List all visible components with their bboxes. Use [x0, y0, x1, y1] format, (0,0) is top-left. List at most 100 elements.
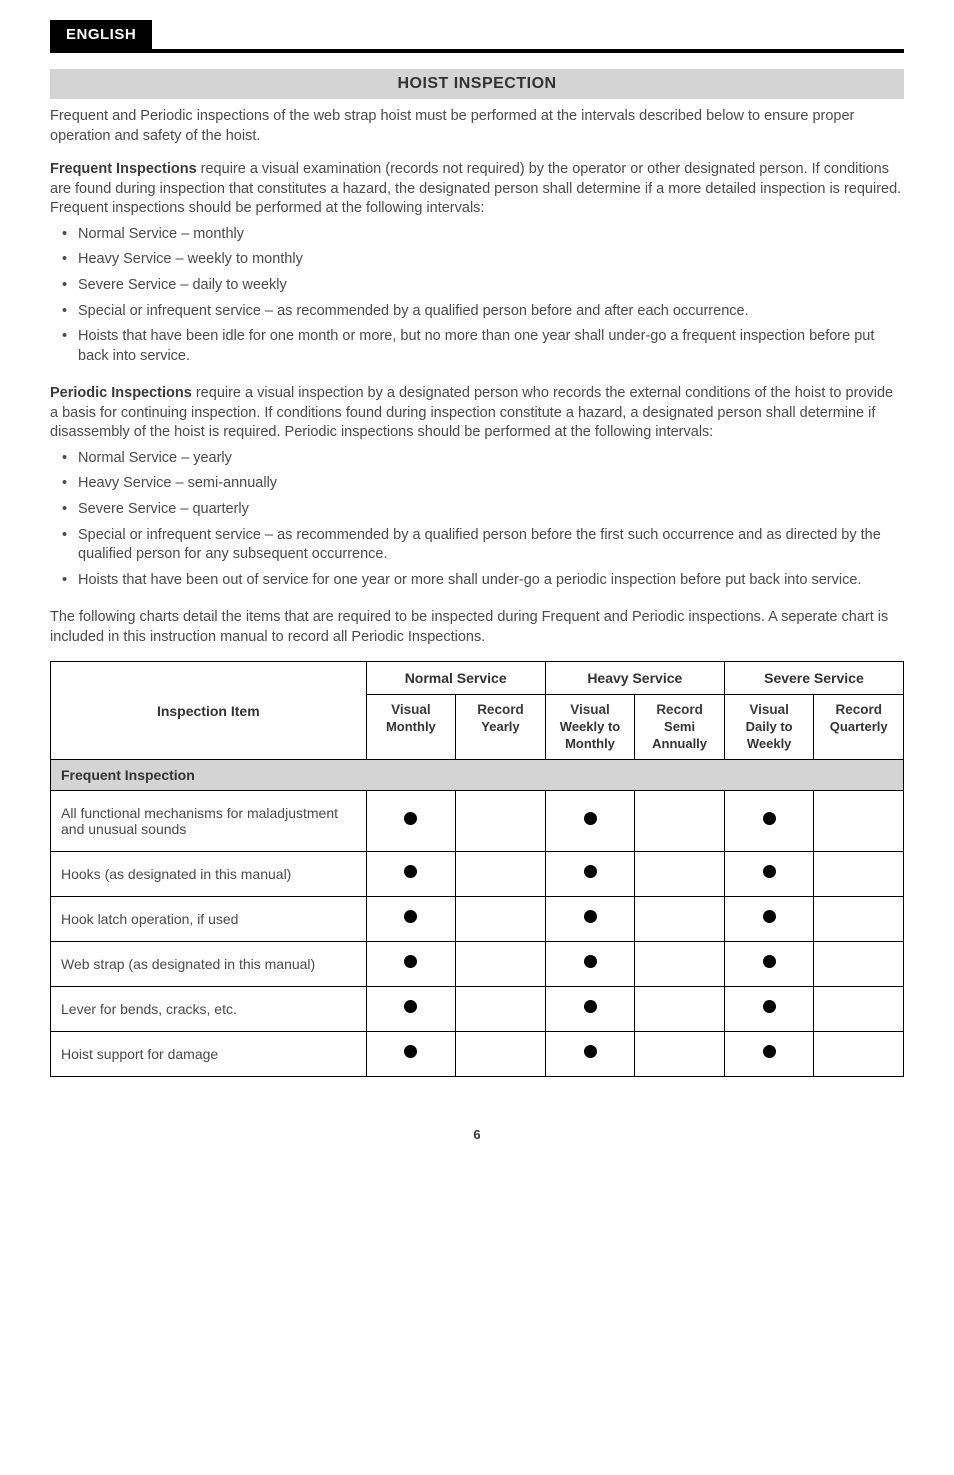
dot-cell — [635, 791, 725, 852]
dot-cell — [545, 1032, 635, 1077]
table-row: Hooks (as designated in this manual) — [51, 852, 904, 897]
dot-icon — [763, 812, 776, 825]
dot-icon — [584, 955, 597, 968]
list-item: Heavy Service – semi-annually — [62, 474, 904, 494]
dot-icon — [584, 1045, 597, 1058]
dot-icon — [404, 865, 417, 878]
dot-icon — [404, 1000, 417, 1013]
dot-icon — [584, 865, 597, 878]
dot-cell — [545, 897, 635, 942]
sub-header: VisualDaily to Weekly — [724, 695, 814, 760]
dot-icon — [763, 955, 776, 968]
dot-icon — [404, 910, 417, 923]
inspection-item-cell: Hooks (as designated in this manual) — [51, 852, 367, 897]
col-heavy-service: Heavy Service — [545, 662, 724, 695]
dot-cell — [366, 897, 456, 942]
dot-cell — [545, 852, 635, 897]
dot-cell — [545, 942, 635, 987]
inspection-item-cell: All functional mechanisms for maladjustm… — [51, 791, 367, 852]
frequent-lead-bold: Frequent Inspections — [50, 161, 197, 177]
sub-header: RecordQuarterly — [814, 695, 904, 760]
table-row: Hook latch operation, if used — [51, 897, 904, 942]
list-item: Hoists that have been idle for one month… — [62, 327, 904, 366]
dot-cell — [545, 987, 635, 1032]
dot-icon — [404, 812, 417, 825]
dot-cell — [456, 897, 546, 942]
list-item: Special or infrequent service – as recom… — [62, 302, 904, 322]
inspection-item-cell: Hoist support for damage — [51, 1032, 367, 1077]
list-item: Normal Service – yearly — [62, 449, 904, 469]
dot-cell — [814, 897, 904, 942]
dot-cell — [366, 791, 456, 852]
dot-cell — [456, 987, 546, 1032]
dot-cell — [366, 987, 456, 1032]
table-row: Lever for bends, cracks, etc. — [51, 987, 904, 1032]
dot-cell — [635, 852, 725, 897]
dot-cell — [814, 942, 904, 987]
dot-icon — [584, 812, 597, 825]
dot-cell — [456, 791, 546, 852]
dot-cell — [724, 791, 814, 852]
intro-paragraph: Frequent and Periodic inspections of the… — [50, 107, 904, 146]
table-row: Hoist support for damage — [51, 1032, 904, 1077]
inspection-item-cell: Web strap (as designated in this manual) — [51, 942, 367, 987]
dot-cell — [366, 942, 456, 987]
dot-cell — [724, 987, 814, 1032]
dot-cell — [635, 987, 725, 1032]
page-number: 6 — [50, 1127, 904, 1142]
periodic-lead: Periodic Inspections require a visual in… — [50, 384, 904, 443]
inspection-item-cell: Lever for bends, cracks, etc. — [51, 987, 367, 1032]
section-title: HOIST INSPECTION — [50, 69, 904, 99]
list-item: Severe Service – daily to weekly — [62, 276, 904, 296]
dot-icon — [763, 1045, 776, 1058]
inspection-item-cell: Hook latch operation, if used — [51, 897, 367, 942]
dot-cell — [814, 1032, 904, 1077]
dot-cell — [545, 791, 635, 852]
dot-icon — [404, 1045, 417, 1058]
dot-cell — [456, 1032, 546, 1077]
inspection-table: Inspection Item Normal Service Heavy Ser… — [50, 661, 904, 1077]
list-item: Severe Service – quarterly — [62, 500, 904, 520]
sub-header: RecordYearly — [456, 695, 546, 760]
sub-header: VisualWeekly to Monthly — [545, 695, 635, 760]
dot-icon — [404, 955, 417, 968]
sub-header: VisualMonthly — [366, 695, 456, 760]
dot-cell — [814, 987, 904, 1032]
dot-cell — [814, 852, 904, 897]
col-normal-service: Normal Service — [366, 662, 545, 695]
dot-cell — [635, 897, 725, 942]
list-item: Hoists that have been out of service for… — [62, 571, 904, 591]
list-item: Heavy Service – weekly to monthly — [62, 250, 904, 270]
periodic-lead-bold: Periodic Inspections — [50, 385, 192, 401]
dot-cell — [366, 852, 456, 897]
chart-note: The following charts detail the items th… — [50, 608, 904, 647]
periodic-bullets: Normal Service – yearly Heavy Service – s… — [50, 449, 904, 590]
language-tab: ENGLISH — [50, 20, 152, 49]
list-item: Special or infrequent service – as recom… — [62, 526, 904, 565]
dot-cell — [366, 1032, 456, 1077]
dot-cell — [635, 942, 725, 987]
dot-icon — [584, 910, 597, 923]
header-divider — [50, 49, 904, 53]
frequent-bullets: Normal Service – monthly Heavy Service – … — [50, 225, 904, 366]
dot-icon — [763, 865, 776, 878]
dot-cell — [456, 942, 546, 987]
dot-cell — [724, 897, 814, 942]
col-severe-service: Severe Service — [724, 662, 903, 695]
dot-icon — [584, 1000, 597, 1013]
dot-cell — [724, 852, 814, 897]
table-row: Web strap (as designated in this manual) — [51, 942, 904, 987]
sub-header: RecordSemi Annually — [635, 695, 725, 760]
table-section-label: Frequent Inspection — [51, 760, 904, 791]
list-item: Normal Service – monthly — [62, 225, 904, 245]
dot-cell — [456, 852, 546, 897]
dot-icon — [763, 910, 776, 923]
dot-cell — [814, 791, 904, 852]
col-inspection-item: Inspection Item — [51, 662, 367, 760]
dot-cell — [724, 1032, 814, 1077]
frequent-lead: Frequent Inspections require a visual ex… — [50, 160, 904, 219]
dot-cell — [724, 942, 814, 987]
dot-icon — [763, 1000, 776, 1013]
dot-cell — [635, 1032, 725, 1077]
table-row: All functional mechanisms for maladjustm… — [51, 791, 904, 852]
